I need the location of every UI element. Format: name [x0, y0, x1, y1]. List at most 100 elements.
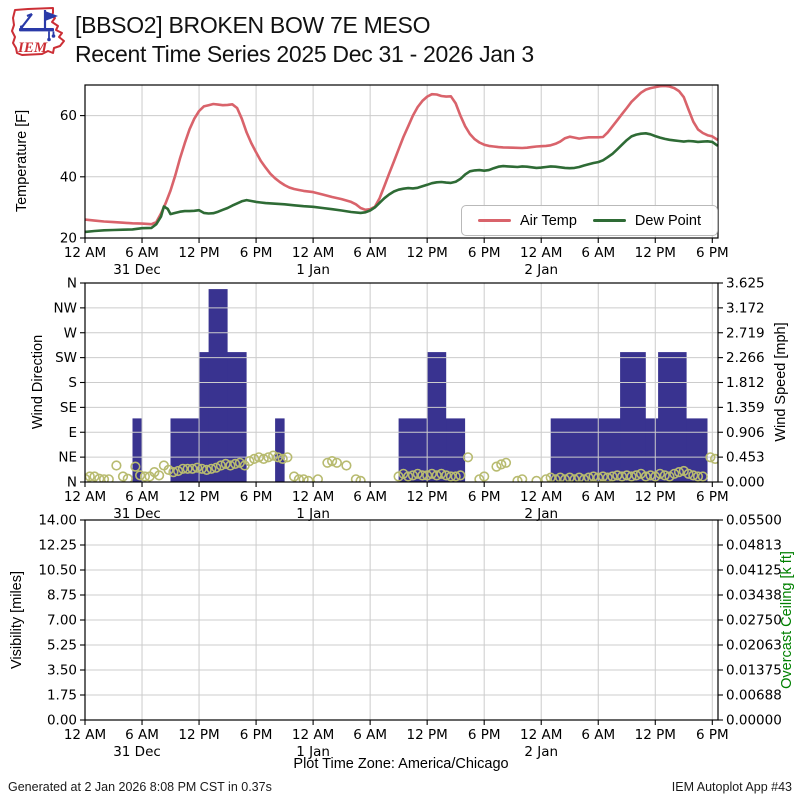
- svg-text:1.359: 1.359: [726, 400, 765, 416]
- iem-logo: IEM: [11, 7, 65, 56]
- svg-text:2.719: 2.719: [726, 325, 765, 341]
- svg-text:2 Jan: 2 Jan: [524, 506, 558, 522]
- svg-text:1 Jan: 1 Jan: [296, 744, 330, 760]
- svg-text:0.906: 0.906: [726, 425, 765, 441]
- svg-text:12 AM: 12 AM: [64, 489, 106, 505]
- visibility-axis-label: Visibility [miles]: [9, 570, 25, 670]
- svg-text:6 AM: 6 AM: [353, 489, 387, 505]
- svg-text:W: W: [64, 325, 77, 341]
- svg-text:0.00: 0.00: [47, 713, 77, 729]
- dew-point-line-icon: [592, 218, 626, 223]
- svg-text:3.50: 3.50: [47, 663, 77, 679]
- svg-text:20: 20: [60, 231, 77, 247]
- svg-text:6 PM: 6 PM: [240, 489, 273, 505]
- svg-text:6 AM: 6 AM: [125, 727, 159, 743]
- svg-text:SE: SE: [60, 400, 77, 416]
- svg-text:12 PM: 12 PM: [635, 489, 676, 505]
- title-line-1: [BBSO2] BROKEN BOW 7E MESO: [75, 12, 431, 38]
- svg-text:6 PM: 6 PM: [468, 489, 501, 505]
- svg-text:S: S: [68, 375, 77, 391]
- svg-text:2.266: 2.266: [726, 350, 765, 366]
- svg-text:12 AM: 12 AM: [292, 727, 334, 743]
- legend-item-air-temp: Air Temp: [478, 213, 577, 229]
- svg-text:0.04813: 0.04813: [726, 538, 782, 554]
- svg-text:1.812: 1.812: [726, 375, 765, 391]
- svg-text:12 PM: 12 PM: [635, 727, 676, 743]
- legend-item-dew-point: Dew Point: [592, 212, 701, 229]
- svg-text:1.75: 1.75: [47, 688, 77, 704]
- svg-text:12 PM: 12 PM: [178, 245, 219, 261]
- svg-text:31 Dec: 31 Dec: [113, 744, 161, 760]
- wind-direction-axis-label: Wind Direction: [30, 334, 46, 430]
- title-line-2: Recent Time Series 2025 Dec 31 - 2026 Ja…: [75, 41, 534, 67]
- svg-text:6 PM: 6 PM: [696, 245, 729, 261]
- svg-text:0.02750: 0.02750: [726, 613, 782, 629]
- svg-text:3.172: 3.172: [726, 300, 765, 316]
- svg-text:12 AM: 12 AM: [292, 245, 334, 261]
- svg-text:0.04125: 0.04125: [726, 563, 782, 579]
- svg-text:0.02063: 0.02063: [726, 638, 782, 654]
- svg-text:31 Dec: 31 Dec: [113, 262, 161, 278]
- svg-text:6 AM: 6 AM: [581, 245, 615, 261]
- weather-station-icon: [19, 10, 58, 42]
- svg-text:12 AM: 12 AM: [292, 489, 334, 505]
- wind-speed-axis-label: Wind Speed [mph]: [773, 322, 789, 442]
- svg-text:7.00: 7.00: [47, 613, 77, 629]
- svg-text:12 AM: 12 AM: [520, 489, 562, 505]
- svg-text:1 Jan: 1 Jan: [296, 506, 330, 522]
- overcast-ceiling-axis-label: Overcast Ceiling [k ft]: [779, 551, 795, 689]
- svg-text:6 PM: 6 PM: [240, 727, 273, 743]
- svg-text:6 PM: 6 PM: [696, 727, 729, 743]
- svg-text:2 Jan: 2 Jan: [524, 262, 558, 278]
- svg-text:5.25: 5.25: [47, 638, 77, 654]
- svg-text:SW: SW: [55, 350, 77, 366]
- legend-label-air-temp: Air Temp: [520, 212, 577, 229]
- svg-text:8.75: 8.75: [47, 588, 77, 604]
- svg-text:31 Dec: 31 Dec: [113, 506, 161, 522]
- svg-text:0.00000: 0.00000: [726, 713, 782, 729]
- svg-text:6 AM: 6 AM: [125, 489, 159, 505]
- svg-text:12 PM: 12 PM: [178, 489, 219, 505]
- svg-text:60: 60: [60, 108, 77, 124]
- svg-text:N: N: [67, 475, 77, 491]
- svg-text:6 PM: 6 PM: [468, 245, 501, 261]
- wind-panel: N NE E SE S SW W NW N 0.000 0.453 0.906 1.359 1.812 2.…: [54, 276, 765, 523]
- svg-text:6 AM: 6 AM: [125, 245, 159, 261]
- svg-text:12 AM: 12 AM: [64, 727, 106, 743]
- svg-text:12 AM: 12 AM: [520, 727, 562, 743]
- temperature-axis-label: Temperature [F]: [14, 109, 30, 213]
- timezone-label: Plot Time Zone: America/Chicago: [293, 756, 509, 772]
- air-temp-line-icon: [478, 218, 511, 223]
- svg-text:10.50: 10.50: [38, 563, 77, 579]
- svg-text:NE: NE: [58, 450, 77, 466]
- svg-text:12 PM: 12 PM: [407, 245, 448, 261]
- svg-text:0.01375: 0.01375: [726, 663, 782, 679]
- svg-text:1 Jan: 1 Jan: [296, 262, 330, 278]
- svg-text:12 AM: 12 AM: [64, 245, 106, 261]
- svg-text:E: E: [68, 425, 77, 441]
- svg-text:6 AM: 6 AM: [353, 245, 387, 261]
- svg-text:12 PM: 12 PM: [407, 727, 448, 743]
- svg-text:6 PM: 6 PM: [240, 245, 273, 261]
- svg-text:NW: NW: [54, 300, 77, 316]
- svg-text:3.625: 3.625: [726, 276, 765, 292]
- svg-text:6 AM: 6 AM: [353, 727, 387, 743]
- footer-app: IEM Autoplot App #43: [671, 780, 792, 794]
- svg-text:6 AM: 6 AM: [581, 727, 615, 743]
- svg-text:0.00688: 0.00688: [726, 688, 782, 704]
- legend-label-dew-point: Dew Point: [634, 212, 701, 229]
- svg-text:0.05500: 0.05500: [726, 513, 782, 529]
- svg-text:14.00: 14.00: [38, 513, 77, 529]
- svg-text:12 PM: 12 PM: [178, 727, 219, 743]
- page-title: [BBSO2] BROKEN BOW 7E MESO Recent Time S…: [75, 11, 534, 69]
- svg-text:12 PM: 12 PM: [635, 245, 676, 261]
- svg-text:12 AM: 12 AM: [520, 245, 562, 261]
- legend: Air Temp Dew Point: [461, 205, 718, 236]
- svg-text:6 PM: 6 PM: [696, 489, 729, 505]
- svg-text:2 Jan: 2 Jan: [524, 744, 558, 760]
- svg-text:6 PM: 6 PM: [468, 727, 501, 743]
- svg-text:0.453: 0.453: [726, 450, 765, 466]
